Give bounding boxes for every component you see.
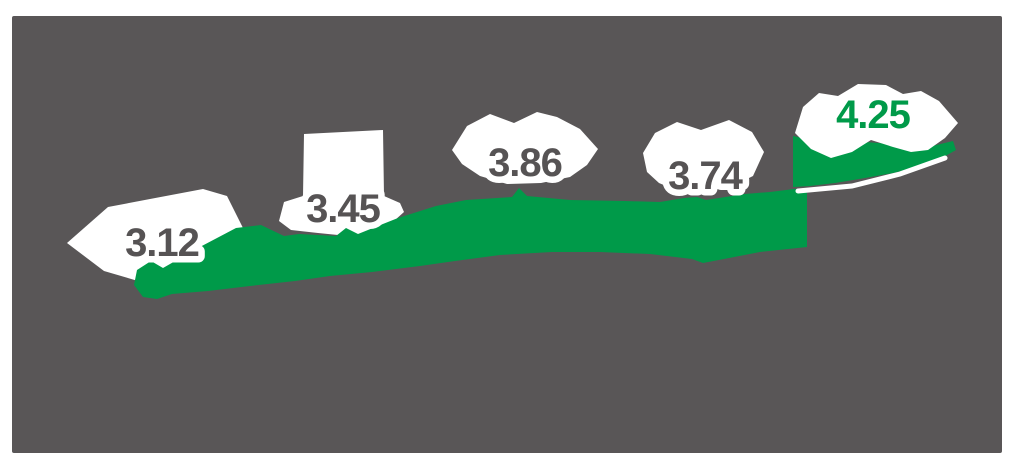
label-callout-4 — [643, 120, 764, 192]
trend-ribbon-lower — [134, 188, 807, 299]
data-label-2: 3.45 — [306, 187, 381, 231]
label-callout-2 — [279, 130, 404, 236]
data-label-3: 3.86 — [488, 141, 562, 185]
data-label-5-highlighted: 4.25 — [836, 93, 911, 137]
label-callout-5 — [795, 84, 958, 158]
ribbon-edge-highlight — [795, 155, 948, 194]
data-label-4: 3.74 — [668, 154, 744, 198]
data-label-1: 3.12 — [125, 221, 199, 265]
label-callout-3 — [452, 112, 598, 184]
